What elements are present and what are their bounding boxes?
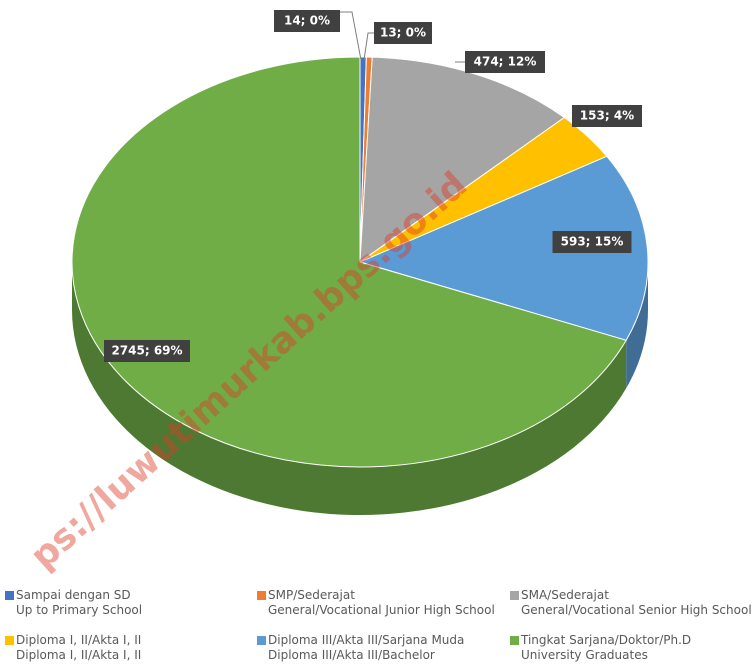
legend-swatch: [257, 591, 266, 600]
label-box: [465, 51, 545, 73]
legend-label: Diploma III/Akta III/Sarjana Muda Diplom…: [268, 633, 465, 662]
label-box: [552, 231, 632, 253]
label-box: [104, 340, 190, 362]
legend-swatch: [5, 591, 14, 600]
legend-swatch: [510, 591, 519, 600]
leader-line: [340, 11, 362, 61]
leader-line: [363, 32, 375, 61]
label-box: [572, 105, 642, 127]
legend-label: SMA/Sederajat General/Vocational Senior …: [521, 588, 752, 617]
data-label: 153; 4%: [580, 109, 634, 123]
data-label: 14; 0%: [284, 14, 330, 28]
pie-slice: [358, 155, 649, 341]
label-box: [374, 22, 432, 44]
legend-label: Sampai dengan SD Up to Primary School: [16, 588, 143, 617]
data-label: 593; 15%: [561, 235, 624, 249]
pie-slice: [71, 56, 627, 468]
data-label: 2745; 69%: [111, 344, 182, 358]
data-label: 474; 12%: [474, 55, 537, 69]
legend-label: Tingkat Sarjana/Doktor/Ph.D University G…: [521, 633, 692, 662]
legend-swatch: [510, 636, 519, 645]
pie-side: [72, 262, 627, 515]
legend-label: Diploma I, II/Akta I, II Diploma I, II/A…: [16, 633, 142, 662]
pie-slice: [359, 56, 566, 264]
data-label: 13; 0%: [380, 26, 426, 40]
legend-label: SMP/Sederajat General/Vocational Junior …: [268, 588, 495, 617]
legend-swatch: [5, 636, 14, 645]
label-box: [274, 10, 340, 32]
legend-swatch: [257, 636, 266, 645]
pie-side: [626, 262, 648, 389]
